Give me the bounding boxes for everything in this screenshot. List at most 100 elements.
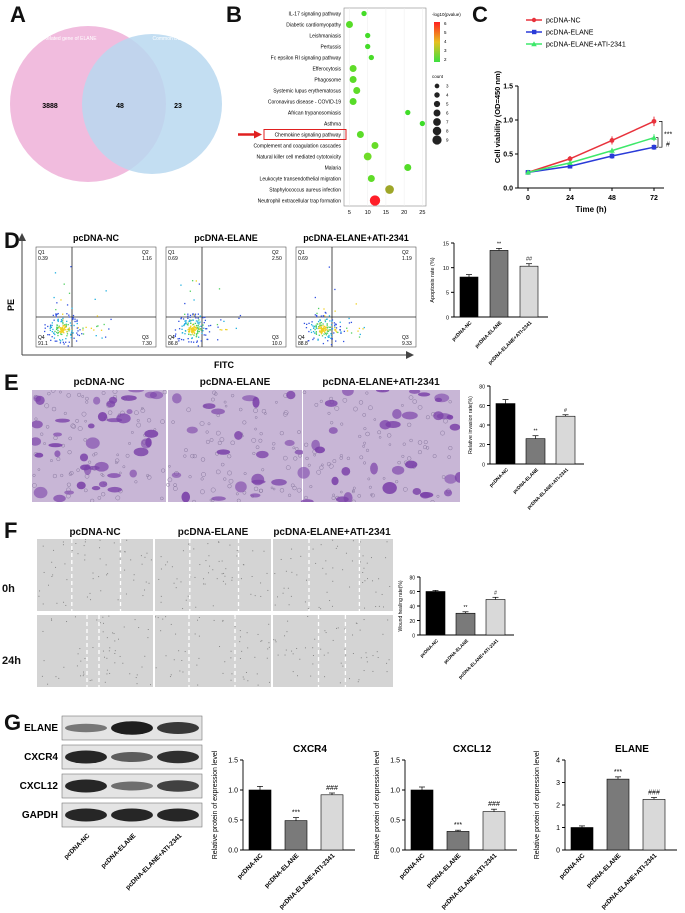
invasion-pore [377, 430, 382, 435]
flow-event-dot [217, 326, 219, 328]
flow-event-dot [191, 324, 194, 326]
wound-col-header-ati: pcDNA-ELANE+ATI-2341 [273, 527, 391, 538]
bar-ytick-label: 60 [479, 404, 485, 410]
invaded-cell [235, 481, 247, 493]
invaded-cell [294, 449, 305, 455]
wound-speck [332, 639, 334, 641]
flow-event-dot [178, 320, 180, 323]
flow-event-dot [194, 327, 196, 329]
wound-speck [90, 599, 92, 601]
flow-event-dot [55, 313, 57, 315]
kegg-term-label: Natural killer cell mediated cytotoxicit… [257, 154, 342, 160]
flow-event-dot [47, 333, 49, 336]
flow-event-dot [195, 317, 197, 319]
flow-event-dot [196, 322, 199, 324]
flow-event-dot [93, 329, 95, 331]
invaded-cell [128, 390, 144, 393]
wound-speck [178, 650, 180, 652]
flow-q1-value: 0.69 [168, 256, 178, 262]
wound-speck [160, 556, 162, 558]
wound-speck [358, 679, 360, 681]
flow-event-dot [57, 319, 59, 321]
invasion-pore [227, 454, 232, 459]
flow-event-dot [308, 322, 310, 324]
bar-ytick-label: 40 [479, 423, 485, 429]
wound-speck [375, 591, 377, 593]
wound-speck [212, 569, 214, 571]
flow-event-dot [71, 329, 73, 332]
blot-band [157, 808, 199, 822]
wound-speck [344, 648, 346, 650]
flow-event-dot [56, 328, 58, 330]
wound-speck [138, 627, 140, 629]
wound-speck [126, 539, 128, 541]
flow-event-dot [315, 331, 318, 333]
wound-speck [288, 604, 290, 606]
wound-speck [102, 631, 104, 633]
flow-event-dot [311, 321, 313, 323]
wound-speck [158, 578, 160, 580]
wound-speck [388, 659, 390, 661]
invasion-pore [263, 412, 267, 415]
invaded-cell [48, 443, 63, 448]
invasion-pore [351, 499, 356, 502]
line-point [525, 169, 531, 175]
invaded-cell [211, 496, 226, 501]
flow-event-dot [202, 316, 204, 319]
flow-event-dot [328, 326, 331, 329]
invasion-pore [43, 442, 46, 445]
flow-event-dot [47, 325, 49, 328]
kegg-bubble [349, 76, 357, 83]
invasion-pore [293, 456, 298, 461]
invasion-pore [409, 438, 413, 443]
blot-band-label: GAPDH [22, 810, 58, 821]
flow-event-dot [178, 328, 181, 330]
invasion-pore [339, 456, 343, 460]
wound-speck [38, 595, 40, 597]
flow-event-dot [190, 328, 192, 330]
wound-speck [231, 673, 233, 675]
wound-col-header-nc: pcDNA-NC [69, 527, 121, 538]
wound-speck [360, 657, 362, 659]
flow-event-dot [195, 327, 197, 329]
invasion-bar-chart: 0 20 40 60 80 Relative invasion rate(%) pcDNA-… [468, 384, 584, 511]
wound-speck [296, 647, 298, 649]
flow-event-dot [103, 323, 105, 326]
wound-speck [337, 627, 339, 629]
flow-event-dot [320, 315, 322, 317]
flow-event-dot [316, 327, 318, 330]
kegg-xtick-label: 25 [419, 210, 425, 216]
wound-speck [182, 550, 184, 552]
flow-event-dot [177, 338, 179, 340]
flow-event-dot [322, 324, 324, 327]
flow-event-dot [61, 331, 63, 334]
flow-event-dot [65, 329, 67, 331]
invaded-cell [93, 396, 101, 405]
flow-event-dot [72, 318, 74, 321]
wound-speck [53, 549, 55, 551]
invasion-pore [314, 402, 319, 407]
flow-q1-value: 0.69 [298, 256, 308, 262]
flow-event-dot [192, 329, 194, 332]
wound-speck [239, 658, 241, 660]
wound-speck [162, 618, 164, 620]
bar-y-axis-label: Relative protein of expression level [212, 750, 219, 859]
wound-speck [144, 655, 146, 657]
invasion-pore [359, 455, 364, 460]
invaded-cell [454, 471, 460, 483]
wound-speck [188, 543, 190, 545]
invasion-pore [60, 473, 64, 478]
flow-event-dot [330, 334, 333, 337]
wound-speck [48, 584, 50, 586]
kegg-size-legend-title: count [432, 74, 444, 79]
invaded-cell [32, 437, 42, 446]
flow-event-dot [108, 328, 110, 330]
flow-event-dot [48, 334, 51, 336]
wound-speck [197, 684, 199, 686]
invasion-pore [417, 450, 422, 455]
wound-speck [389, 585, 391, 587]
flow-event-dot [64, 324, 66, 326]
flow-event-dot [187, 322, 189, 324]
venn-left-label: Related gene of ELANE [43, 36, 97, 42]
invasion-pore [210, 487, 216, 493]
